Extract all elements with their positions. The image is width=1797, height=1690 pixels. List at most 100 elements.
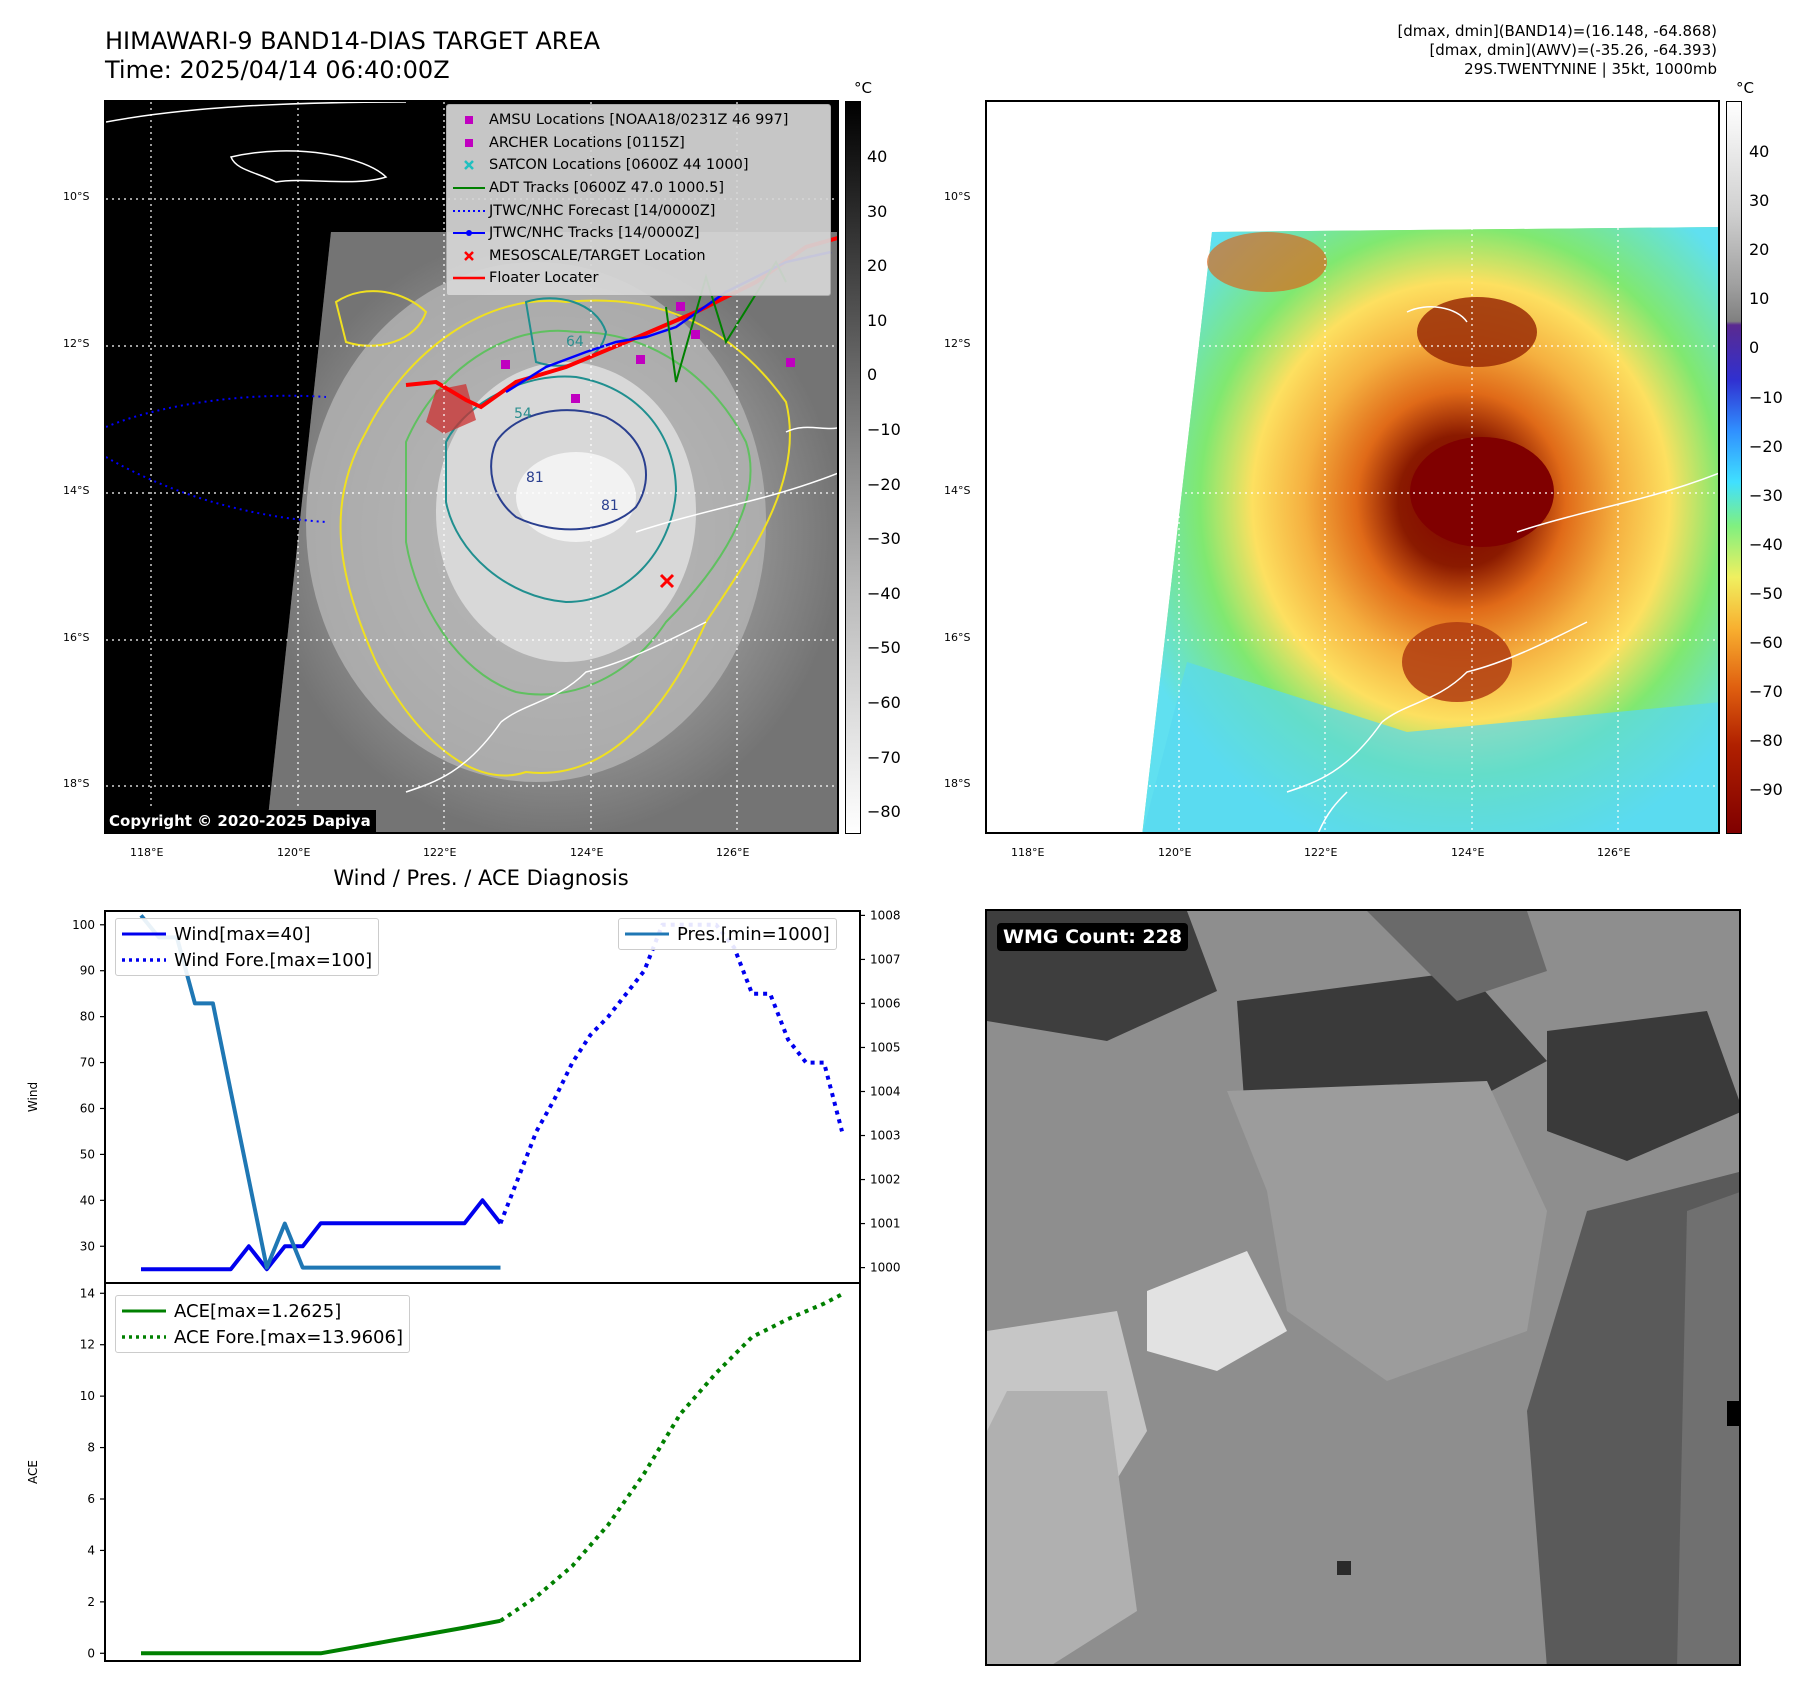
colorbar-tick-label: 40 xyxy=(867,147,888,166)
lon-label: 118°E xyxy=(130,846,164,859)
legend-label: Pres.[min=1000] xyxy=(677,923,830,945)
colorbar-tick-label: −40 xyxy=(1749,534,1783,554)
y-tick-label: 2 xyxy=(87,1595,95,1609)
wmg-image xyxy=(987,911,1739,1664)
contour-label: 64 xyxy=(566,334,584,350)
red-x-icon xyxy=(449,248,489,264)
y-tick-label: 4 xyxy=(87,1543,95,1557)
red-line-icon xyxy=(449,270,489,286)
wmg-panel xyxy=(985,909,1741,1666)
lon-label: 124°E xyxy=(1451,846,1485,859)
colorbar-tick-label: −40 xyxy=(867,583,901,603)
y2-tick-label: 1006 xyxy=(870,996,900,1010)
colorbar-tick-label: −50 xyxy=(1749,583,1783,603)
legend-item-mesoscale: MESOSCALE/TARGET Location xyxy=(449,245,830,268)
legend-label: JTWC/NHC Tracks [14/0000Z] xyxy=(489,225,700,242)
copyright-badge: Copyright © 2020-2025 Dapiya xyxy=(104,810,376,832)
blue-line-dot-icon xyxy=(449,225,489,241)
colorbar-tick-label: 30 xyxy=(867,201,888,221)
colorbar-tick-label: −60 xyxy=(867,693,901,712)
colorbar-tick-label: −80 xyxy=(867,802,901,822)
legend-label: Floater Locater xyxy=(489,270,599,287)
wmg-count-badge: WMG Count: 228 xyxy=(997,923,1189,951)
colorbar-tick-label: 30 xyxy=(1749,191,1770,211)
colorbar-tick-label: −70 xyxy=(1749,682,1783,702)
colorbar-tick-label: −50 xyxy=(867,638,901,658)
colorbar-tick-label: 10 xyxy=(867,310,888,330)
y-tick-label: 30 xyxy=(80,1239,95,1253)
diagnosis-chart: 30405060708090100Wind1000100110021003100… xyxy=(26,908,900,1662)
legend-label: ARCHER Locations [0115Z] xyxy=(489,134,685,151)
legend-label: SATCON Locations [0600Z 44 1000] xyxy=(489,157,749,174)
colorbar-color xyxy=(1726,101,1742,834)
contour-label: 54 xyxy=(514,406,532,422)
legend-item-jtwc-forecast: JTWC/NHC Forecast [14/0000Z] xyxy=(449,199,830,222)
colorbar-tick-label: 40 xyxy=(1749,142,1770,161)
lat-label: 14°S xyxy=(944,484,971,497)
legend-label: ACE[max=1.2625] xyxy=(174,1300,342,1322)
y2-tick-label: 1007 xyxy=(870,952,900,966)
colorbar-tick-label: −20 xyxy=(867,474,901,494)
map-legend: AMSU Locations [NOAA18/0231Z 46 997] ARC… xyxy=(446,104,831,296)
legend-item-floater: Floater Locater xyxy=(449,267,830,290)
pressure-legend: Pres.[min=1000] xyxy=(618,918,837,950)
lat-label: 16°S xyxy=(944,631,971,644)
colorbar-tick-label: −90 xyxy=(1749,780,1783,800)
series-line-0 xyxy=(141,1198,503,1272)
colorbar-tick-label: 10 xyxy=(1749,289,1770,309)
blue-line-icon xyxy=(122,932,166,936)
info-line-1: [dmax, dmin](BAND14)=(16.148, -64.868) xyxy=(1397,22,1717,40)
y2-tick-label: 1000 xyxy=(870,1261,900,1275)
y2-tick-label: 1003 xyxy=(870,1129,900,1143)
colorbar-gray xyxy=(845,101,861,834)
legend-label: ADT Tracks [0600Z 47.0 1000.5] xyxy=(489,180,725,197)
info-line-3: 29S.TWENTYNINE | 35kt, 1000mb xyxy=(1464,60,1717,78)
colorbar-tick-label: −30 xyxy=(867,529,901,549)
y-tick-label: 60 xyxy=(80,1101,95,1115)
colorbar-tick-label: −10 xyxy=(1749,387,1783,407)
lon-label: 124°E xyxy=(570,846,604,859)
lon-label: 122°E xyxy=(423,846,457,859)
y-tick-label: 0 xyxy=(87,1646,95,1660)
awv-map-panel xyxy=(985,100,1720,834)
blue-dotted-line-icon xyxy=(122,958,166,962)
green-line-icon xyxy=(449,180,489,196)
magenta-square-icon xyxy=(449,112,489,128)
colorbar-color-unit: °C xyxy=(1736,79,1754,97)
legend-item-satcon: SATCON Locations [0600Z 44 1000] xyxy=(449,154,830,177)
y2-tick-label: 1002 xyxy=(870,1173,900,1187)
colorbar-tick-label: −80 xyxy=(1749,731,1783,751)
y2-tick-label: 1004 xyxy=(870,1084,900,1098)
legend-label: AMSU Locations [NOAA18/0231Z 46 997] xyxy=(489,112,789,129)
steelblue-line-icon xyxy=(625,932,669,936)
legend-item-ace-forecast: ACE Fore.[max=13.9606] xyxy=(120,1324,403,1350)
colorbar-tick-label: 0 xyxy=(1749,338,1760,358)
colorbar-gray-unit: °C xyxy=(854,79,872,97)
ir-map-image: 64 54 81 81 xyxy=(106,102,837,832)
y-axis-label: ACE xyxy=(26,1460,40,1484)
legend-label: Wind Fore.[max=100] xyxy=(174,949,373,971)
green-dotted-line-icon xyxy=(122,1335,166,1339)
lat-label: 14°S xyxy=(63,484,90,497)
colorbar-tick-label: 20 xyxy=(867,256,888,276)
lat-label: 10°S xyxy=(63,190,90,203)
y2-tick-label: 1008 xyxy=(870,908,900,922)
y-tick-label: 8 xyxy=(87,1441,95,1455)
colorbar-tick-label: −60 xyxy=(1749,633,1783,652)
y-tick-label: 10 xyxy=(80,1389,95,1403)
colorbar-tick-label: −10 xyxy=(867,420,901,439)
colorbar-tick-label: 20 xyxy=(1749,240,1770,260)
lon-label: 118°E xyxy=(1011,846,1045,859)
y2-tick-label: 1005 xyxy=(870,1040,900,1054)
y-tick-label: 40 xyxy=(80,1193,95,1207)
lon-label: 126°E xyxy=(716,846,750,859)
colorbar-tick-label: 0 xyxy=(867,365,878,385)
lon-label: 120°E xyxy=(1158,846,1192,859)
lat-label: 18°S xyxy=(944,777,971,790)
lon-label: 120°E xyxy=(277,846,311,859)
legend-label: JTWC/NHC Forecast [14/0000Z] xyxy=(489,202,716,219)
magenta-square-icon xyxy=(449,135,489,151)
blue-dotted-line-icon xyxy=(449,203,489,219)
colorbar-tick-label: −30 xyxy=(1749,485,1783,505)
figure-title: HIMAWARI-9 BAND14-DIAS TARGET AREA xyxy=(105,27,601,55)
